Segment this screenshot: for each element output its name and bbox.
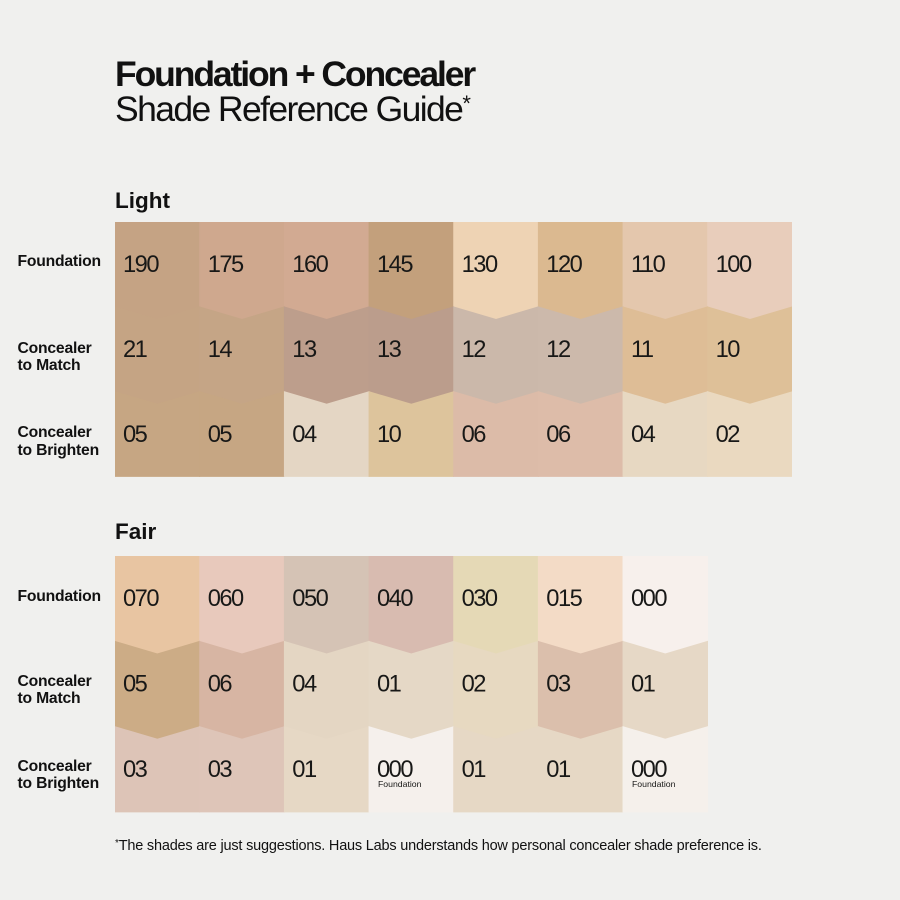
svg-text:21: 21: [123, 337, 148, 363]
svg-text:160: 160: [292, 252, 328, 278]
svg-text:10: 10: [377, 422, 402, 448]
svg-text:100: 100: [716, 252, 752, 278]
svg-text:175: 175: [208, 252, 244, 278]
svg-text:13: 13: [377, 337, 402, 363]
svg-text:000: 000: [631, 757, 667, 783]
svg-text:03: 03: [208, 757, 233, 783]
svg-text:01: 01: [546, 757, 571, 783]
svg-text:015: 015: [546, 586, 582, 612]
svg-text:01: 01: [631, 671, 656, 697]
svg-text:110: 110: [631, 252, 666, 278]
svg-text:02: 02: [716, 422, 740, 448]
svg-text:190: 190: [123, 252, 159, 278]
svg-text:060: 060: [208, 586, 244, 612]
svg-text:Foundation: Foundation: [632, 779, 676, 789]
svg-text:05: 05: [208, 422, 233, 448]
svg-text:13: 13: [292, 337, 317, 363]
svg-text:05: 05: [123, 671, 148, 697]
svg-text:02: 02: [462, 671, 486, 697]
svg-text:06: 06: [208, 671, 233, 697]
svg-text:030: 030: [462, 586, 498, 612]
svg-text:11: 11: [631, 337, 654, 363]
svg-text:01: 01: [377, 671, 402, 697]
svg-text:04: 04: [292, 671, 317, 697]
svg-text:01: 01: [292, 757, 317, 783]
svg-text:040: 040: [377, 586, 413, 612]
svg-text:05: 05: [123, 422, 148, 448]
svg-text:03: 03: [546, 671, 571, 697]
svg-text:04: 04: [631, 422, 656, 448]
svg-text:06: 06: [546, 422, 571, 448]
svg-text:130: 130: [462, 252, 498, 278]
svg-text:12: 12: [546, 337, 570, 363]
svg-text:12: 12: [462, 337, 486, 363]
svg-text:000: 000: [631, 586, 667, 612]
svg-text:000: 000: [377, 757, 413, 783]
svg-text:03: 03: [123, 757, 148, 783]
svg-text:145: 145: [377, 252, 413, 278]
svg-text:14: 14: [208, 337, 233, 363]
svg-text:10: 10: [716, 337, 741, 363]
svg-text:06: 06: [462, 422, 487, 448]
svg-text:Foundation: Foundation: [378, 779, 422, 789]
svg-text:01: 01: [462, 757, 487, 783]
svg-text:04: 04: [292, 422, 317, 448]
svg-text:070: 070: [123, 586, 159, 612]
svg-text:050: 050: [292, 586, 328, 612]
svg-text:120: 120: [546, 252, 582, 278]
